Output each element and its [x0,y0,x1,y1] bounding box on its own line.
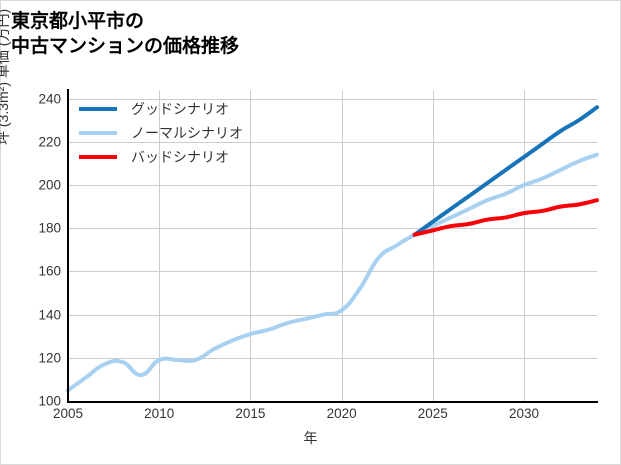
gridline-vertical [341,90,343,401]
legend-item[interactable]: グッドシナリオ [79,97,309,121]
gridline-vertical [159,90,161,401]
legend-color-swatch [79,155,117,159]
y-axis-spine [67,89,69,402]
chart-legend: グッドシナリオ ノーマルシナリオ バッドシナリオ [79,97,309,169]
y-tick-label: 180 [38,220,61,236]
series-line [412,198,599,237]
legend-color-swatch [79,107,117,111]
gridline-vertical [524,90,526,401]
gridline-horizontal [68,98,597,100]
x-axis-label: 年 [303,430,318,446]
legend-label: ノーマルシナリオ [131,125,243,141]
y-tick-label: 240 [38,91,61,107]
gridline-horizontal [68,228,597,230]
legend-label: バッドシナリオ [131,149,229,165]
x-tick-label: 2005 [52,406,84,421]
series-lines [66,105,599,393]
y-tick-label: 100 [38,393,61,409]
y-axis-label: 坪 (3.3m²) 単価 (万円) [0,8,11,145]
legend-item[interactable]: ノーマルシナリオ [79,121,309,145]
gridline-vertical [250,90,252,401]
y-tick-label: 140 [38,307,61,323]
x-tick-label: 2010 [144,406,175,421]
chart-title: 東京都小平市の 中古マンションの価格推移 [11,11,240,58]
legend-color-swatch [79,131,117,135]
legend-label: グッドシナリオ [131,101,229,117]
y-tick-label: 200 [38,177,61,193]
series-line [412,105,599,237]
x-tick-label: 2015 [235,406,266,421]
y-tick-label: 120 [38,350,61,366]
plot-area [66,90,599,402]
x-tick-label: 2030 [509,406,540,421]
gridline-horizontal [68,141,597,143]
series-line [66,152,599,393]
y-tick-label: 220 [38,134,61,150]
gridline-vertical [432,90,434,401]
y-tick-label: 160 [38,263,61,279]
gridline-horizontal [68,185,597,187]
x-tick-label: 2020 [326,406,357,421]
gridline-horizontal [68,271,597,273]
gridline-horizontal [68,357,597,359]
x-axis-spine [67,401,598,403]
x-tick-label: 2025 [417,406,448,421]
legend-item[interactable]: バッドシナリオ [79,145,309,169]
